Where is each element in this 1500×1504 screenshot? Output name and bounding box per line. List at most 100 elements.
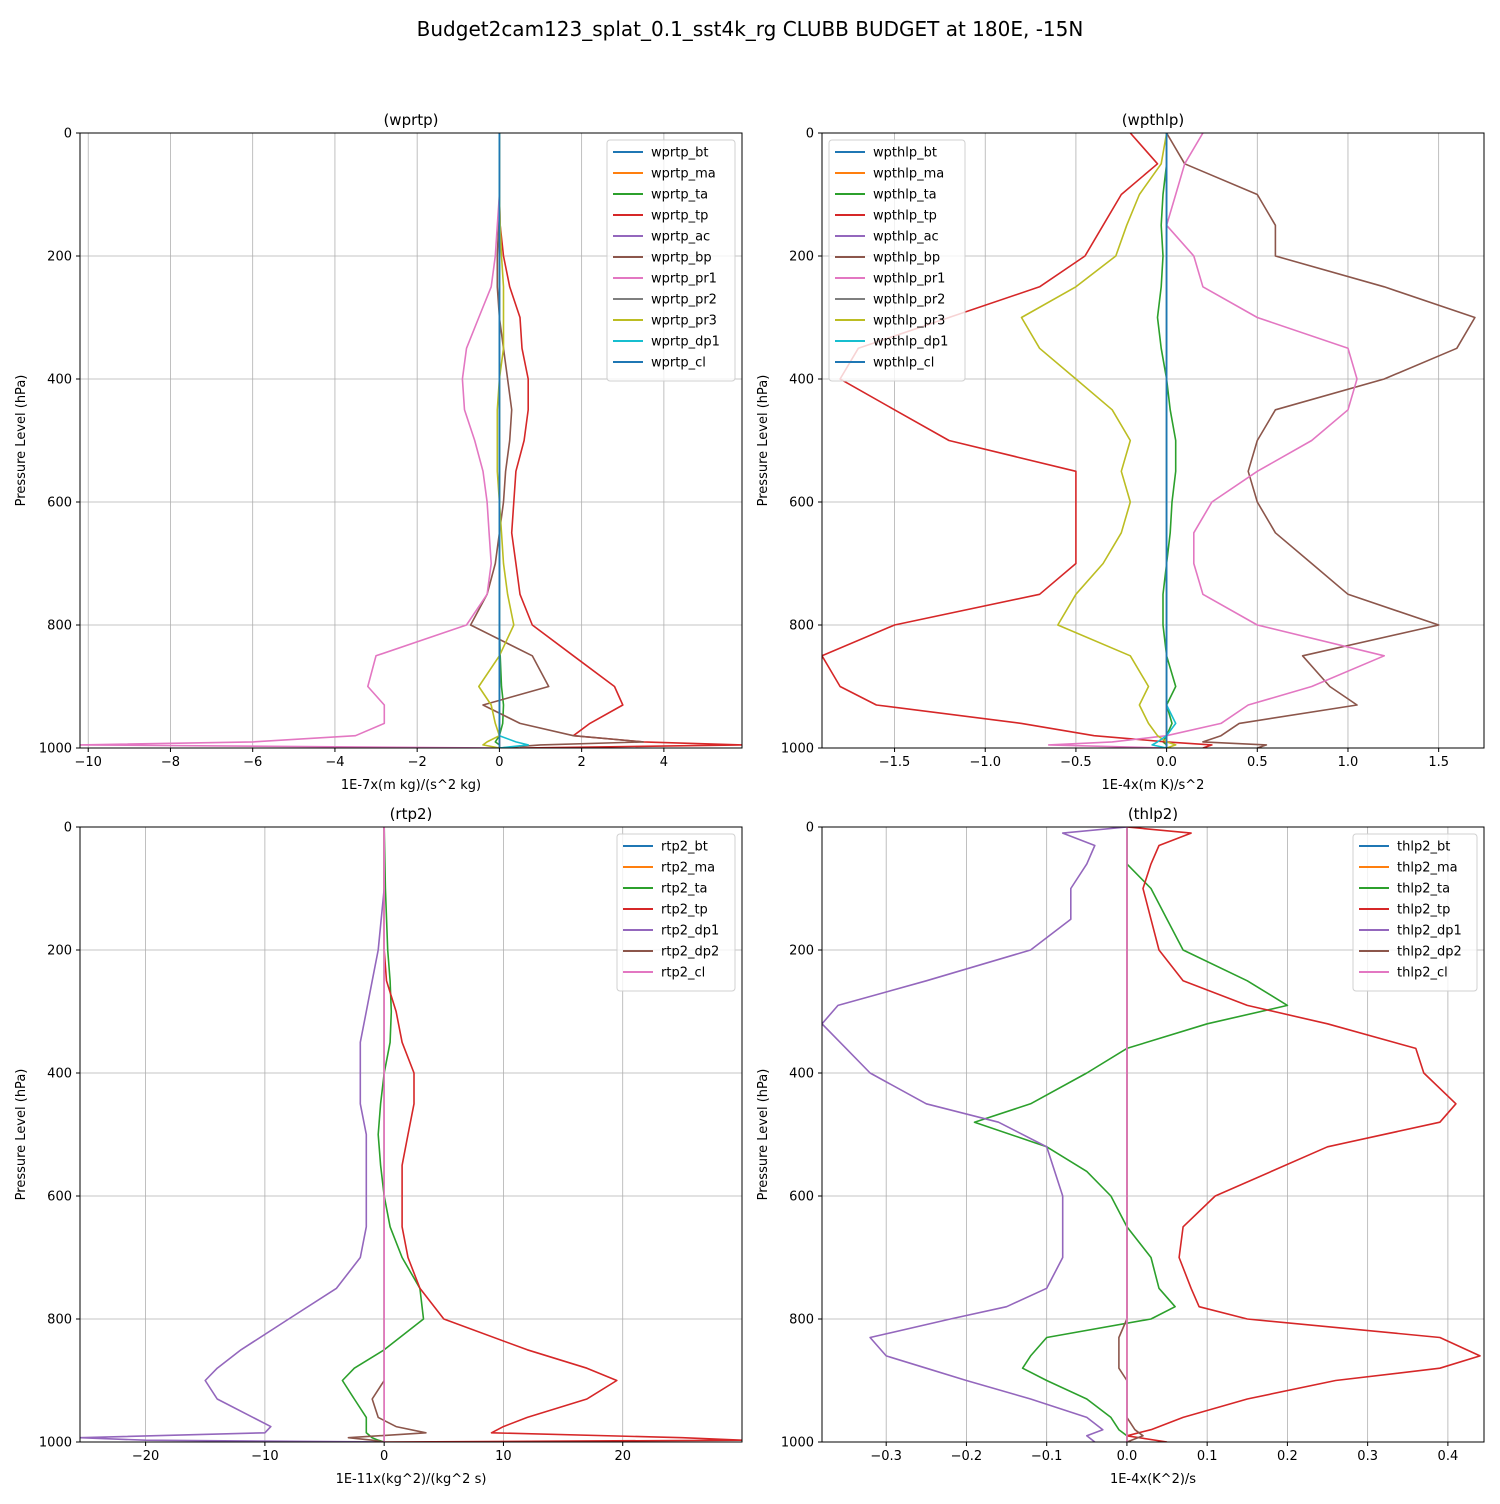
panel-title: (thlp2) [1128, 805, 1178, 823]
y-tick-label: 400 [47, 1067, 72, 1082]
legend-label: wprtp_bt [651, 146, 708, 161]
y-tick-label: 0 [64, 127, 72, 142]
x-tick-label: −6 [243, 755, 262, 770]
y-tick-label: 1000 [781, 742, 814, 757]
y-tick-label: 800 [47, 1313, 72, 1328]
y-tick-label: 0 [64, 821, 72, 836]
series-line-wpthlp_tp [822, 133, 1213, 748]
x-tick-label: 0 [380, 1449, 388, 1464]
series-line-rtp2_dp1 [80, 827, 386, 1442]
legend-label: thlp2_tp [1397, 903, 1450, 918]
legend-label: thlp2_bt [1397, 840, 1450, 855]
axes-frame [79, 132, 743, 749]
y-tick-label: 800 [789, 1313, 814, 1328]
legend-label: rtp2_ta [661, 882, 708, 897]
figure-title: Budget2cam123_splat_0.1_sst4k_rg CLUBB B… [417, 17, 1084, 41]
legend-label: rtp2_tp [661, 903, 708, 918]
y-tick-label: 200 [789, 944, 814, 959]
y-tick-label: 1000 [39, 742, 72, 757]
legend-label: wprtp_pr1 [651, 272, 717, 287]
axes-frame [79, 826, 743, 1443]
x-tick-label: 1.0 [1338, 755, 1359, 770]
y-tick-label: 0 [806, 821, 814, 836]
series-line-wpthlp_pr1 [1047, 133, 1385, 748]
series-line-thlp2_tp [1126, 827, 1481, 1442]
panel-title: (wprtp) [383, 111, 438, 129]
y-axis-label: Pressure Level (hPa) [14, 1069, 29, 1201]
series-line-thlp2_dp1 [822, 827, 1127, 1442]
x-tick-label: 0.5 [1247, 755, 1268, 770]
x-tick-label: −0.1 [1031, 1449, 1063, 1464]
axes-frame [821, 132, 1485, 749]
y-tick-label: 1000 [39, 1436, 72, 1451]
legend-label: wpthlp_ma [873, 167, 944, 182]
legend-label: thlp2_dp1 [1397, 924, 1462, 939]
legend-label: wpthlp_tp [873, 209, 937, 224]
x-tick-label: −2 [408, 755, 427, 770]
x-tick-label: 0 [495, 755, 503, 770]
x-tick-label: −10 [251, 1449, 278, 1464]
y-tick-label: 600 [47, 1190, 72, 1205]
y-tick-label: 200 [47, 944, 72, 959]
series-line-rtp2_ta [341, 827, 425, 1442]
series-line-wpthlp_dp1 [1151, 133, 1177, 748]
x-tick-label: −1.5 [879, 755, 911, 770]
x-axis-label: 1E-4x(K^2)/s [1110, 1472, 1196, 1487]
x-tick-label: 2 [577, 755, 585, 770]
y-tick-label: 600 [789, 496, 814, 511]
y-tick-label: 600 [47, 496, 72, 511]
series-line-wprtp_pr1 [80, 133, 501, 748]
legend-label: wpthlp_pr1 [873, 272, 945, 287]
legend: thlp2_bt thlp2_ma thlp2_ta thlp2_tp thlp2_dp… [1352, 833, 1478, 992]
y-tick-label: 400 [47, 373, 72, 388]
y-tick-label: 600 [789, 1190, 814, 1205]
x-tick-label: 0.2 [1277, 1449, 1298, 1464]
x-axis-label: 1E-7x(m kg)/(s^2 kg) [341, 778, 481, 793]
series-group [822, 133, 1476, 748]
x-tick-label: −10 [75, 755, 102, 770]
legend-label: thlp2_dp2 [1397, 945, 1462, 960]
legend: wprtp_bt wprtp_ma wprtp_ta wprtp_tp wprtp_ac… [606, 139, 736, 382]
legend-label: wprtp_tp [651, 209, 708, 224]
x-tick-label: −0.5 [1060, 755, 1092, 770]
x-tick-label: −0.2 [951, 1449, 983, 1464]
legend-label: wprtp_bp [651, 251, 712, 266]
legend-label: wprtp_ta [651, 188, 708, 203]
y-axis-label: Pressure Level (hPa) [756, 1069, 771, 1201]
y-tick-label: 800 [789, 619, 814, 634]
x-axis-label: 1E-4x(m K)/s^2 [1102, 778, 1205, 793]
legend-label: wpthlp_bt [873, 146, 937, 161]
y-tick-label: 400 [789, 1067, 814, 1082]
axes-frame [821, 826, 1485, 1443]
legend-label: rtp2_dp1 [661, 924, 719, 939]
panel-rtp2: −20 −10 0 10 2002004006008001000(rtp2)1E-11x… [14, 805, 743, 1487]
y-tick-label: 400 [789, 373, 814, 388]
x-axis-label: 1E-11x(kg^2)/(kg^2 s) [336, 1472, 487, 1487]
legend-label: wpthlp_ac [873, 230, 939, 245]
series-line-wpthlp_ta [1156, 133, 1177, 748]
legend-label: wprtp_dp1 [651, 335, 720, 350]
x-tick-label: 0.3 [1357, 1449, 1378, 1464]
legend-label: wprtp_pr2 [651, 293, 717, 308]
series-group [80, 827, 742, 1442]
legend: wpthlp_bt wpthlp_ma wpthlp_ta wpthlp_tpwpth… [828, 139, 966, 382]
x-tick-label: 0.1 [1197, 1449, 1218, 1464]
series-line-wprtp_pr3 [477, 133, 515, 748]
panel-title: (rtp2) [390, 805, 433, 823]
panel-wpthlp: −1.5 −1.0 −0.5 0.0 0.5 1.0 1.5 0 200 400 600 800 100… [756, 111, 1485, 793]
legend-label: wprtp_ma [651, 167, 716, 182]
legend: rtp2_bt rtp2_ma rtp2_ta rtp2_tp rtp2_dp1 rtp2… [616, 833, 736, 992]
series-line-wprtp_tp [498, 133, 742, 748]
y-tick-label: 0 [806, 127, 814, 142]
panel-title: (wpthlp) [1122, 111, 1185, 129]
x-tick-label: 1.5 [1428, 755, 1449, 770]
legend-label: wprtp_pr3 [651, 314, 717, 329]
panel-wprtp: −10 −8 −6 −4 −2 0 2 4 0 200 400 600 800 1000 (wprtp) 1E… [14, 111, 743, 793]
legend-label: wprtp_cl [651, 356, 706, 371]
y-tick-label: 200 [789, 250, 814, 265]
legend-label: rtp2_ma [661, 861, 715, 876]
series-line-thlp2_dp2 [1118, 827, 1144, 1442]
x-tick-label: −20 [132, 1449, 159, 1464]
